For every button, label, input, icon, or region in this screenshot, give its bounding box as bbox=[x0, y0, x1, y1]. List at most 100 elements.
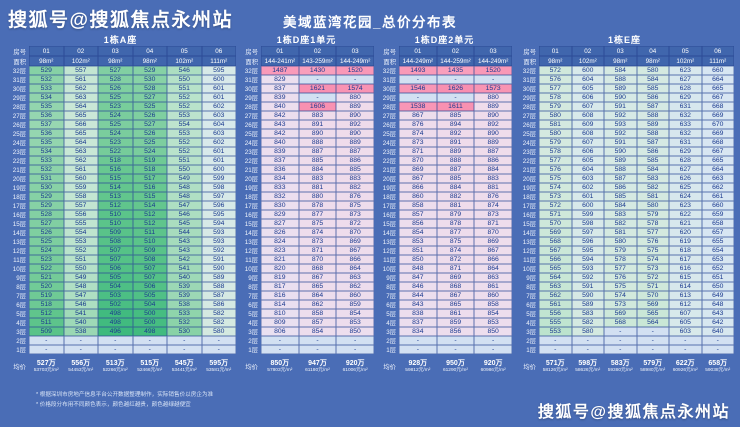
price-cell: 853 bbox=[399, 237, 437, 246]
price-cell: 867 bbox=[436, 291, 475, 300]
price-cell: 565 bbox=[636, 309, 669, 318]
price-cell: 593 bbox=[604, 120, 637, 129]
price-cell: 1538 bbox=[399, 102, 437, 111]
price-cell: 806 bbox=[261, 327, 299, 336]
floor-label: 24层 bbox=[244, 140, 258, 147]
price-cell: 848 bbox=[399, 264, 437, 273]
price-cell: - bbox=[167, 336, 202, 345]
average-cell: 595万 53581元/m² bbox=[202, 354, 237, 378]
floor-label: 20层 bbox=[244, 176, 258, 183]
price-cell: 575 bbox=[604, 282, 637, 291]
price-cell: 854 bbox=[399, 228, 437, 237]
price-cell: 512 bbox=[132, 210, 167, 219]
price-cell: 502 bbox=[98, 300, 133, 309]
price-cell: 579 bbox=[636, 210, 669, 219]
price-cell: 603 bbox=[669, 327, 702, 336]
price-cell: 838 bbox=[399, 309, 437, 318]
price-cell: 540 bbox=[63, 318, 98, 327]
price-cell: 584 bbox=[636, 75, 669, 84]
price-cell: 829 bbox=[261, 75, 299, 84]
average-total-price: 928万 bbox=[408, 359, 428, 367]
price-cell: 578 bbox=[604, 255, 637, 264]
price-cell: 648 bbox=[701, 300, 734, 309]
price-cell: 518 bbox=[98, 156, 133, 165]
price-cell: 885 bbox=[336, 165, 374, 174]
price-cell: 530 bbox=[132, 75, 167, 84]
price-cell: 553 bbox=[63, 237, 98, 246]
floor-label: 24层 bbox=[12, 140, 26, 147]
price-cell: 583 bbox=[636, 174, 669, 183]
price-cell: 649 bbox=[701, 291, 734, 300]
price-cell: 519 bbox=[132, 156, 167, 165]
price-cell: 533 bbox=[167, 309, 202, 318]
price-cell: 668 bbox=[701, 138, 734, 147]
floor-label: 30层 bbox=[12, 86, 26, 93]
column-header: 04 bbox=[132, 46, 167, 56]
price-cell: 536 bbox=[29, 129, 64, 138]
price-cell: 870 bbox=[399, 156, 437, 165]
price-cell: 504 bbox=[132, 300, 167, 309]
floor-label: 30层 bbox=[522, 86, 536, 93]
price-cell: 546 bbox=[167, 210, 202, 219]
floor-label: 26层 bbox=[12, 122, 26, 129]
price-cell: 529 bbox=[132, 66, 167, 75]
price-cell: 851 bbox=[399, 246, 437, 255]
price-cell: 588 bbox=[636, 129, 669, 138]
price-cell: 629 bbox=[669, 147, 702, 156]
price-cell: - bbox=[132, 336, 167, 345]
price-cell: 600 bbox=[571, 201, 604, 210]
price-cell: 596 bbox=[201, 201, 236, 210]
price-cell: 576 bbox=[604, 273, 637, 282]
price-cell: 830 bbox=[261, 201, 299, 210]
price-cell: 833 bbox=[261, 183, 299, 192]
price-cell: 584 bbox=[604, 66, 637, 75]
price-cell: 498 bbox=[98, 318, 133, 327]
price-cell: 660 bbox=[701, 66, 734, 75]
price-cell: 586 bbox=[201, 300, 236, 309]
price-cell: 498 bbox=[98, 309, 133, 318]
price-cell: 660 bbox=[701, 201, 734, 210]
floor-label: 5层 bbox=[16, 311, 26, 318]
price-cell: 613 bbox=[669, 291, 702, 300]
price-cell: 582 bbox=[636, 183, 669, 192]
price-cell: 859 bbox=[436, 318, 475, 327]
price-cell: 556 bbox=[539, 309, 572, 318]
price-cell: 887 bbox=[298, 147, 337, 156]
table-title: 1栋D座1单元 bbox=[276, 35, 337, 45]
price-cell: 885 bbox=[436, 174, 475, 183]
price-cell: 860 bbox=[399, 192, 437, 201]
floor-label: 28层 bbox=[522, 104, 536, 111]
price-cell: 824 bbox=[261, 237, 299, 246]
floor-label: 25层 bbox=[244, 131, 258, 138]
price-cell: 858 bbox=[298, 309, 337, 318]
price-cell: 556 bbox=[63, 210, 98, 219]
area-header: 143-259m² bbox=[298, 56, 337, 66]
price-cell: 882 bbox=[336, 183, 374, 192]
price-cell: 571 bbox=[539, 210, 572, 219]
price-cell: 523 bbox=[98, 138, 133, 147]
floor-label: 16层 bbox=[12, 212, 26, 219]
price-cell: 854 bbox=[474, 309, 512, 318]
price-cell: 579 bbox=[539, 102, 572, 111]
price-cell: 503 bbox=[98, 291, 133, 300]
price-cell: 534 bbox=[29, 147, 64, 156]
price-cell: 1626 bbox=[436, 84, 475, 93]
price-cell: 829 bbox=[261, 210, 299, 219]
price-cell: 579 bbox=[539, 138, 572, 147]
average-total-price: 658万 bbox=[708, 359, 728, 367]
price-cell: 580 bbox=[636, 201, 669, 210]
price-cell: 510 bbox=[132, 237, 167, 246]
price-cell: 670 bbox=[701, 120, 734, 129]
price-cell: 832 bbox=[261, 192, 299, 201]
price-cell: - bbox=[298, 93, 337, 102]
price-cell: - bbox=[399, 345, 437, 354]
price-cell: 591 bbox=[604, 102, 637, 111]
floor-label: 26层 bbox=[244, 122, 258, 129]
price-cell: 587 bbox=[636, 102, 669, 111]
price-cell: 820 bbox=[261, 264, 299, 273]
price-cell: 583 bbox=[571, 309, 604, 318]
area-header: 102m² bbox=[167, 56, 202, 66]
floor-label: 13层 bbox=[382, 239, 396, 246]
price-cell: 892 bbox=[474, 120, 512, 129]
price-cell: 873 bbox=[336, 210, 374, 219]
